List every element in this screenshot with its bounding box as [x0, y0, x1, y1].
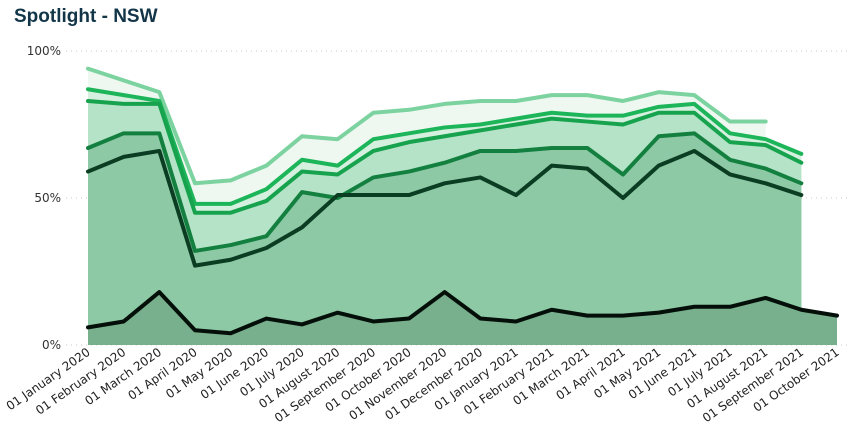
series-line [86, 131, 804, 253]
y-tick-label: 50% [34, 191, 61, 205]
series-line [86, 290, 839, 336]
series-line [86, 66, 768, 186]
chart-title: Spotlight - NSW [14, 6, 158, 27]
series-line [86, 98, 804, 215]
y-tick-label: 0% [42, 338, 61, 352]
series-area [88, 292, 837, 345]
y-axis-tick-labels: 0% 50% 100% [27, 44, 61, 352]
series-line [86, 87, 804, 206]
y-tick-label: 100% [27, 44, 61, 58]
series-lines [86, 66, 839, 336]
series-line [86, 148, 804, 268]
